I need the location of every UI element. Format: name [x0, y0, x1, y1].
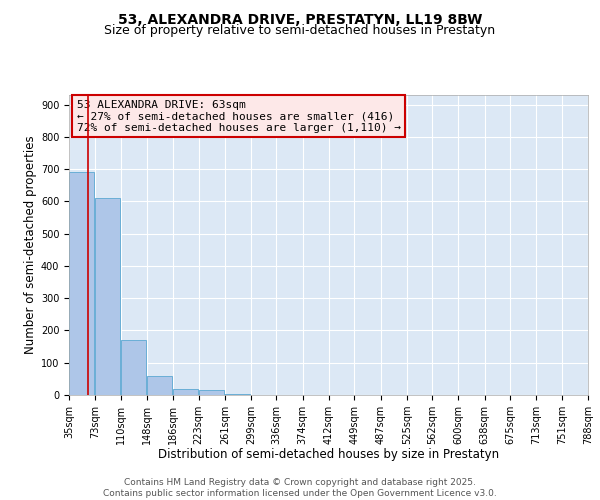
Text: 53, ALEXANDRA DRIVE, PRESTATYN, LL19 8BW: 53, ALEXANDRA DRIVE, PRESTATYN, LL19 8BW	[118, 12, 482, 26]
Y-axis label: Number of semi-detached properties: Number of semi-detached properties	[23, 136, 37, 354]
Bar	[121, 340, 146, 395]
Bar	[225, 394, 250, 395]
Bar	[95, 198, 121, 395]
Bar	[199, 390, 224, 395]
Bar	[173, 388, 199, 395]
Text: 53 ALEXANDRA DRIVE: 63sqm
← 27% of semi-detached houses are smaller (416)
72% of: 53 ALEXANDRA DRIVE: 63sqm ← 27% of semi-…	[77, 100, 401, 132]
Bar	[69, 172, 94, 395]
Text: Size of property relative to semi-detached houses in Prestatyn: Size of property relative to semi-detach…	[104, 24, 496, 37]
X-axis label: Distribution of semi-detached houses by size in Prestatyn: Distribution of semi-detached houses by …	[158, 448, 499, 462]
Text: Contains HM Land Registry data © Crown copyright and database right 2025.
Contai: Contains HM Land Registry data © Crown c…	[103, 478, 497, 498]
Bar	[147, 376, 172, 395]
